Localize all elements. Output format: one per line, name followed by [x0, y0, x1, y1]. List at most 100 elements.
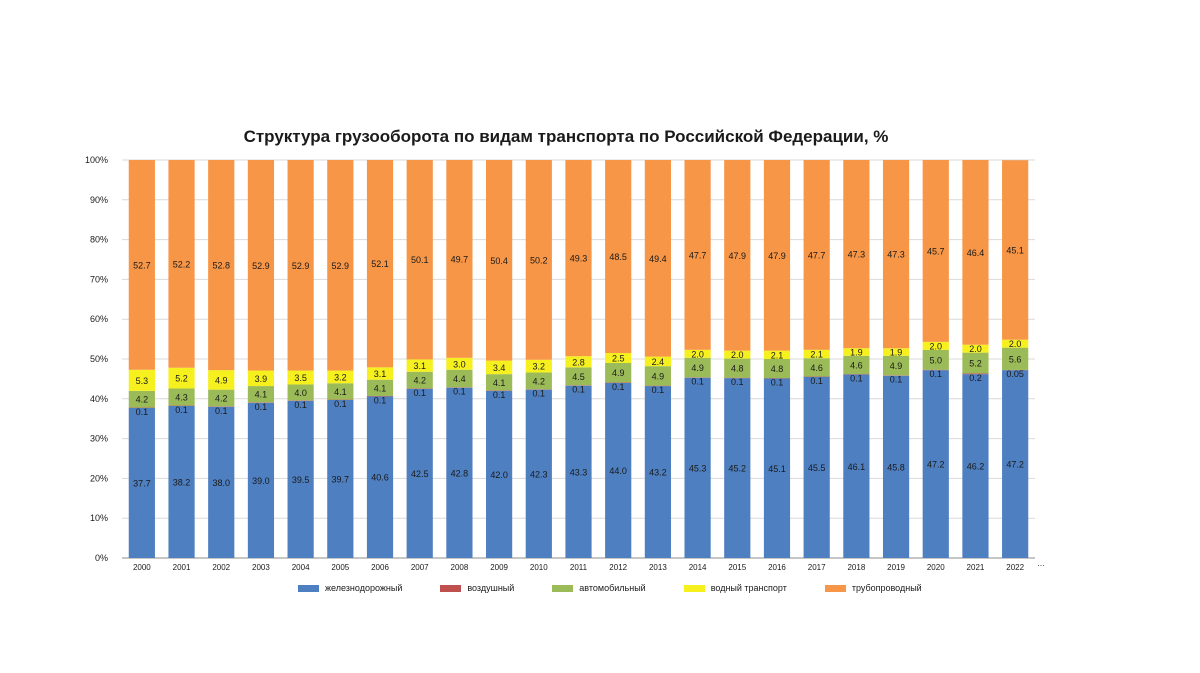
- bar-segment-2014-3: [684, 349, 711, 358]
- bar-group-2008: 42.8 0.1 4.4 3.0 49.7: [446, 160, 473, 558]
- data-label: 0.05: [1006, 369, 1024, 379]
- data-label: 4.6: [810, 363, 823, 373]
- data-label: 5.2: [969, 358, 982, 368]
- data-label: 50.4: [490, 256, 508, 266]
- bar-group-2004: 39.5 0.1 4.0 3.5 52.9: [287, 160, 314, 558]
- data-label: 45.5: [808, 463, 826, 473]
- data-label: 4.8: [771, 364, 784, 374]
- legend-label: водный транспорт: [710, 583, 787, 593]
- x-tick-label: 2017: [808, 563, 826, 572]
- x-tick-label: 2018: [847, 563, 865, 572]
- bar-segment-2011-0: [565, 385, 592, 558]
- data-label: 0.1: [136, 407, 149, 417]
- data-label: 46.1: [848, 462, 866, 472]
- y-tick-label: 40%: [90, 394, 108, 404]
- legend-label: автомобильный: [579, 583, 646, 593]
- data-label: 0.1: [612, 382, 625, 392]
- bar-segment-2008-3: [446, 357, 473, 370]
- data-label: 46.4: [967, 248, 985, 258]
- bar-segment-2022-2: [1002, 347, 1029, 370]
- bar-group-2016: 45.1 0.1 4.8 2.1 47.9: [763, 160, 791, 558]
- data-label: 4.0: [294, 388, 307, 398]
- bar-group-2010: 42.3 0.1 4.2 3.2 50.2: [525, 160, 552, 558]
- x-tick-label: 2002: [212, 563, 230, 572]
- bars: 37.7 0.1 4.2 5.3 52.7 38.2 0.1 4.3 5.2 52.2 38.0 0.…: [128, 160, 1029, 558]
- data-label: 52.7: [133, 260, 151, 270]
- y-tick-label: 70%: [90, 274, 108, 284]
- data-label: 52.9: [252, 261, 270, 271]
- x-tick-label: 2003: [252, 563, 270, 572]
- data-label: 39.7: [332, 474, 350, 484]
- data-label: 3.4: [493, 363, 506, 373]
- bar-group-2003: 39.0 0.1 4.1 3.9 52.9: [247, 160, 275, 558]
- y-axis-ticks: 0% 10% 20% 30% 40% 50% 60% 70% 80% 90% 100%: [85, 155, 108, 563]
- bar-group-2015: 45.2 0.1 4.8 2.0 47.9: [724, 160, 751, 558]
- data-label: 48.5: [609, 252, 627, 262]
- data-label: 52.1: [371, 259, 389, 269]
- data-label: 49.4: [649, 254, 667, 264]
- x-tick-label: 2005: [331, 563, 349, 572]
- bar-segment-2009-4: [486, 160, 513, 361]
- data-label: 52.9: [332, 261, 350, 271]
- bar-segment-2018-2: [843, 355, 870, 375]
- bar-segment-2021-1: [962, 373, 989, 375]
- bar-segment-2010-0: [525, 389, 552, 558]
- y-tick-label: 50%: [90, 354, 108, 364]
- data-label: 52.9: [292, 261, 310, 271]
- bar-segment-2004-2: [287, 384, 314, 401]
- x-tick-label: 2006: [371, 563, 389, 572]
- bar-segment-2000-2: [128, 390, 155, 408]
- bar-segment-2020-4: [922, 160, 949, 342]
- bar-segment-2021-4: [962, 160, 989, 345]
- bar-segment-2018-0: [843, 374, 870, 558]
- legend-item-4: трубопроводный: [824, 583, 922, 593]
- bar-group-2013: 43.2 0.1 4.9 2.4 49.4: [644, 160, 671, 558]
- legend-swatch: [824, 584, 846, 592]
- bar-segment-2000-0: [128, 407, 155, 558]
- y-tick-label: 30%: [90, 434, 108, 444]
- data-label: 52.2: [173, 259, 191, 269]
- x-tick-label: 2011: [570, 563, 588, 572]
- bar-segment-2017-0: [803, 376, 830, 558]
- data-label: 39.5: [292, 475, 310, 485]
- bar-segment-2009-3: [486, 360, 513, 375]
- data-label: 47.2: [927, 460, 945, 470]
- data-label: 5.3: [136, 376, 149, 386]
- bar-segment-2016-3: [763, 350, 791, 359]
- y-tick-label: 20%: [90, 473, 108, 483]
- data-label: 5.2: [175, 374, 188, 384]
- data-label: 43.3: [570, 467, 588, 477]
- bar-segment-2001-2: [168, 388, 195, 406]
- bar-segment-2000-3: [128, 369, 155, 391]
- data-label: 2.5: [612, 354, 625, 364]
- bar-segment-2003-2: [247, 386, 275, 403]
- data-label: 4.9: [691, 363, 704, 373]
- bar-segment-2013-2: [644, 366, 671, 386]
- bar-group-2022: 47.2 0.05 5.6 2.0 45.1: [1002, 160, 1029, 558]
- data-label: 0.1: [255, 402, 268, 412]
- bar-segment-2014-0: [684, 377, 711, 558]
- data-label: 0.1: [850, 374, 863, 384]
- data-label: 0.1: [533, 389, 546, 399]
- bar-segment-2011-3: [565, 356, 592, 368]
- data-label: 0.1: [731, 377, 744, 387]
- bar-segment-2021-0: [962, 374, 989, 558]
- bar-segment-2019-2: [882, 355, 910, 376]
- bar-segment-2009-0: [486, 390, 513, 558]
- data-label: 3.2: [334, 372, 347, 382]
- x-axis-ticks: 2000 2001 2002 2003 2004 2005 2006 2007 2008 2009…: [133, 559, 1045, 572]
- bar-group-2001: 38.2 0.1 4.3 5.2 52.2: [168, 160, 195, 558]
- bar-segment-2002-0: [208, 406, 235, 558]
- data-label: 37.7: [133, 478, 151, 488]
- data-label: 2.0: [930, 341, 943, 351]
- y-tick-label: 60%: [90, 314, 108, 324]
- bar-segment-2015-4: [724, 160, 751, 351]
- data-label: 2.0: [1009, 339, 1022, 349]
- data-label: 4.2: [215, 394, 228, 404]
- bar-segment-2010-2: [525, 372, 552, 390]
- bar-segment-2006-2: [366, 379, 394, 397]
- data-label: 2.1: [771, 350, 784, 360]
- data-label: 4.9: [652, 371, 665, 381]
- data-label: 42.3: [530, 469, 548, 479]
- bar-segment-2017-2: [803, 358, 830, 377]
